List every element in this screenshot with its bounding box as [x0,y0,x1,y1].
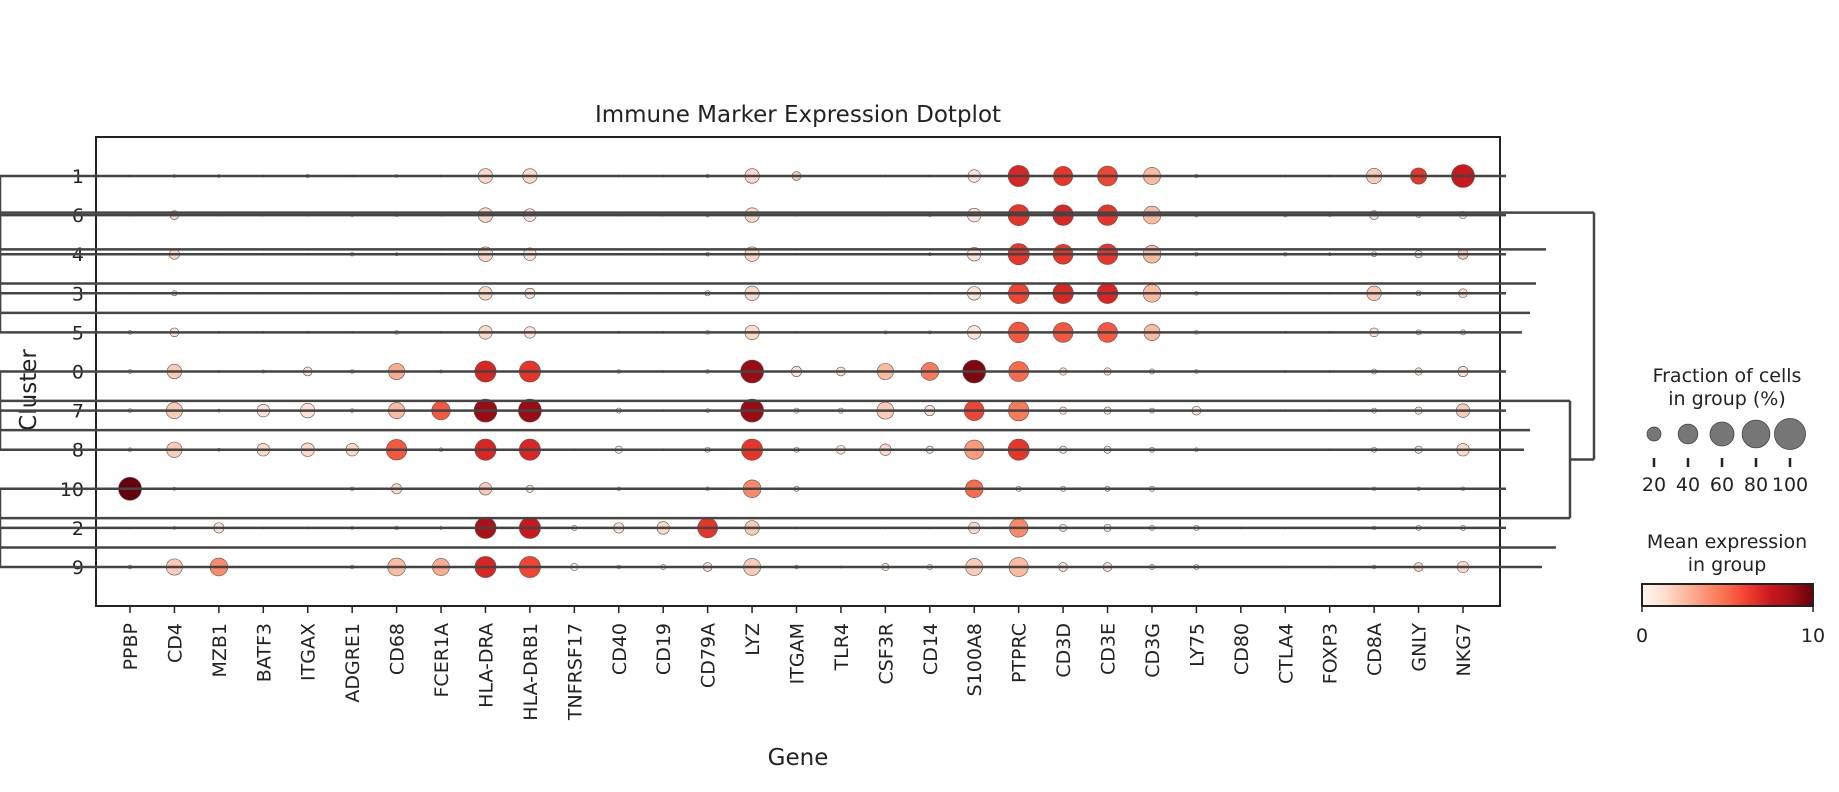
x-tick-label-CD79A: CD79A [698,623,720,688]
size-legend-label: 40 [1676,474,1700,496]
x-tick-label-S100A8: S100A8 [964,623,986,696]
x-tick-label-HLA-DRB1: HLA-DRB1 [520,623,542,721]
x-tick-label-CD4: CD4 [164,623,186,663]
x-tick-label-CD14: CD14 [920,623,942,675]
x-tick-label-FCER1A: FCER1A [431,623,453,698]
size-legend-label: 20 [1642,474,1666,496]
chart-title: Immune Marker Expression Dotplot [595,102,1001,128]
size-legend-dot [1741,419,1771,449]
x-tick-label-CSF3R: CSF3R [875,623,897,685]
size-legend-label: 60 [1710,474,1734,496]
x-tick-label-PTPRC: PTPRC [1009,623,1031,683]
x-tick-label-TLR4: TLR4 [831,623,853,671]
colorbar-min-label: 0 [1636,625,1648,647]
x-tick-label-CD19: CD19 [653,623,675,675]
x-tick-label-GNLY: GNLY [1409,623,1431,672]
x-tick-label-CD3G: CD3G [1142,623,1164,678]
y-axis-title: Cluster [16,349,42,431]
x-tick-label-LYZ: LYZ [742,623,764,656]
x-tick-label-ITGAX: ITGAX [298,623,320,681]
size-legend-dot [1774,418,1806,450]
x-tick-label-CD3E: CD3E [1098,623,1120,675]
size-legend-label: 80 [1744,474,1768,496]
x-tick-label-HLA-DRA: HLA-DRA [476,623,498,708]
colorbar-max-label: 10 [1801,625,1825,647]
color-legend: Mean expression in group 0 10 [1636,531,1825,647]
x-tick-label-BATF3: BATF3 [253,623,275,682]
x-axis-title: Gene [768,745,829,771]
x-tick-label-CD40: CD40 [609,623,631,675]
x-tick-label-FOXP3: FOXP3 [1320,623,1342,684]
x-tick-label-PPBP: PPBP [120,623,142,670]
x-tick-label-NKG7: NKG7 [1453,623,1475,676]
size-legend-title-line2: in group (%) [1668,388,1785,410]
size-legend-title-line1: Fraction of cells [1653,365,1802,387]
size-legend-label: 100 [1772,474,1808,496]
size-legend: Fraction of cells in group (%) 20 40 60 80 1… [1642,365,1808,496]
colorbar [1641,583,1814,607]
x-tick-label-TNFRSF17: TNFRSF17 [564,623,586,721]
x-tick-label-CD3D: CD3D [1053,623,1075,678]
size-legend-dot [1709,421,1735,447]
x-tick-label-CTLA4: CTLA4 [1275,623,1297,684]
color-legend-title-line2: in group [1688,554,1767,576]
size-legend-dot [1646,426,1662,442]
size-legend-dot [1677,423,1699,445]
x-tick-label-CD8A: CD8A [1364,623,1386,676]
x-tick-label-ADGRE1: ADGRE1 [342,623,364,703]
x-tick-label-MZB1: MZB1 [209,623,231,678]
x-tick-label-ITGAM: ITGAM [787,623,809,684]
x-tick-label-LY75: LY75 [1186,623,1208,667]
x-tick-label-CD68: CD68 [387,623,409,675]
color-legend-title-line1: Mean expression [1647,531,1807,553]
dendrogram [0,174,1596,569]
x-tick-label-CD80: CD80 [1231,623,1253,675]
